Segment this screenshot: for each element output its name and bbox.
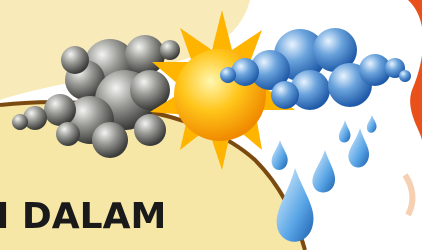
- illustration: I DALAM: [0, 0, 422, 250]
- caption: I DALAM: [0, 196, 166, 237]
